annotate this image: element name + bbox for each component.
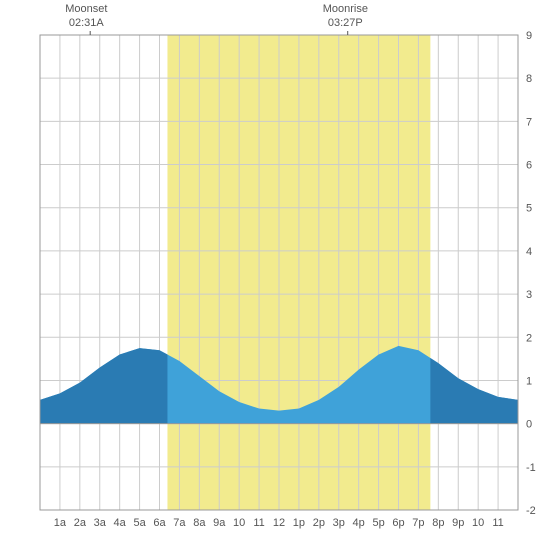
y-tick-label: 6 [526, 160, 532, 172]
x-tick-label: 2a [74, 517, 87, 529]
x-tick-label: 4a [114, 517, 127, 529]
x-tick-label: 10 [472, 517, 484, 529]
annotation-moonrise: Moonrise 03:27P [323, 3, 368, 31]
x-tick-label: 12 [273, 517, 285, 529]
y-tick-label: 3 [526, 289, 532, 301]
y-tick-label: -1 [526, 462, 536, 474]
x-tick-label: 8a [193, 517, 206, 529]
x-tick-label: 11 [253, 517, 264, 529]
x-tick-label: 7a [173, 517, 186, 529]
annotation-moonset-time: 02:31A [65, 17, 107, 31]
annotation-moonset: Moonset 02:31A [65, 3, 107, 31]
x-tick-label: 4p [353, 517, 365, 529]
y-tick-label: 9 [526, 30, 532, 42]
x-tick-label: 5p [372, 517, 384, 529]
y-tick-label: 0 [526, 419, 532, 431]
y-tick-label: 8 [526, 73, 532, 85]
x-tick-label: 9a [213, 517, 226, 529]
x-tick-label: 1a [54, 517, 67, 529]
y-tick-label: -2 [526, 505, 536, 517]
x-tick-label: 8p [432, 517, 444, 529]
x-tick-label: 10 [233, 517, 245, 529]
annotation-moonset-label: Moonset [65, 3, 107, 15]
x-tick-label: 5a [133, 517, 146, 529]
y-tick-label: 1 [526, 375, 532, 387]
x-tick-label: 11 [492, 517, 503, 529]
y-tick-label: 5 [526, 203, 532, 215]
tide-chart: Moonset 02:31A Moonrise 03:27P -2-101234… [0, 0, 550, 550]
y-tick-label: 2 [526, 332, 532, 344]
y-tick-label: 7 [526, 116, 532, 128]
annotation-moonrise-label: Moonrise [323, 3, 368, 15]
x-tick-label: 1p [293, 517, 305, 529]
chart-svg: -2-101234567891a2a3a4a5a6a7a8a9a1011121p… [0, 0, 550, 550]
x-tick-label: 9p [452, 517, 464, 529]
x-tick-label: 7p [412, 517, 424, 529]
x-tick-label: 6p [392, 517, 404, 529]
x-tick-label: 3p [333, 517, 345, 529]
x-tick-label: 6a [153, 517, 166, 529]
y-tick-label: 4 [526, 246, 532, 258]
x-tick-label: 2p [313, 517, 325, 529]
annotation-moonrise-time: 03:27P [323, 17, 368, 31]
x-tick-label: 3a [94, 517, 107, 529]
